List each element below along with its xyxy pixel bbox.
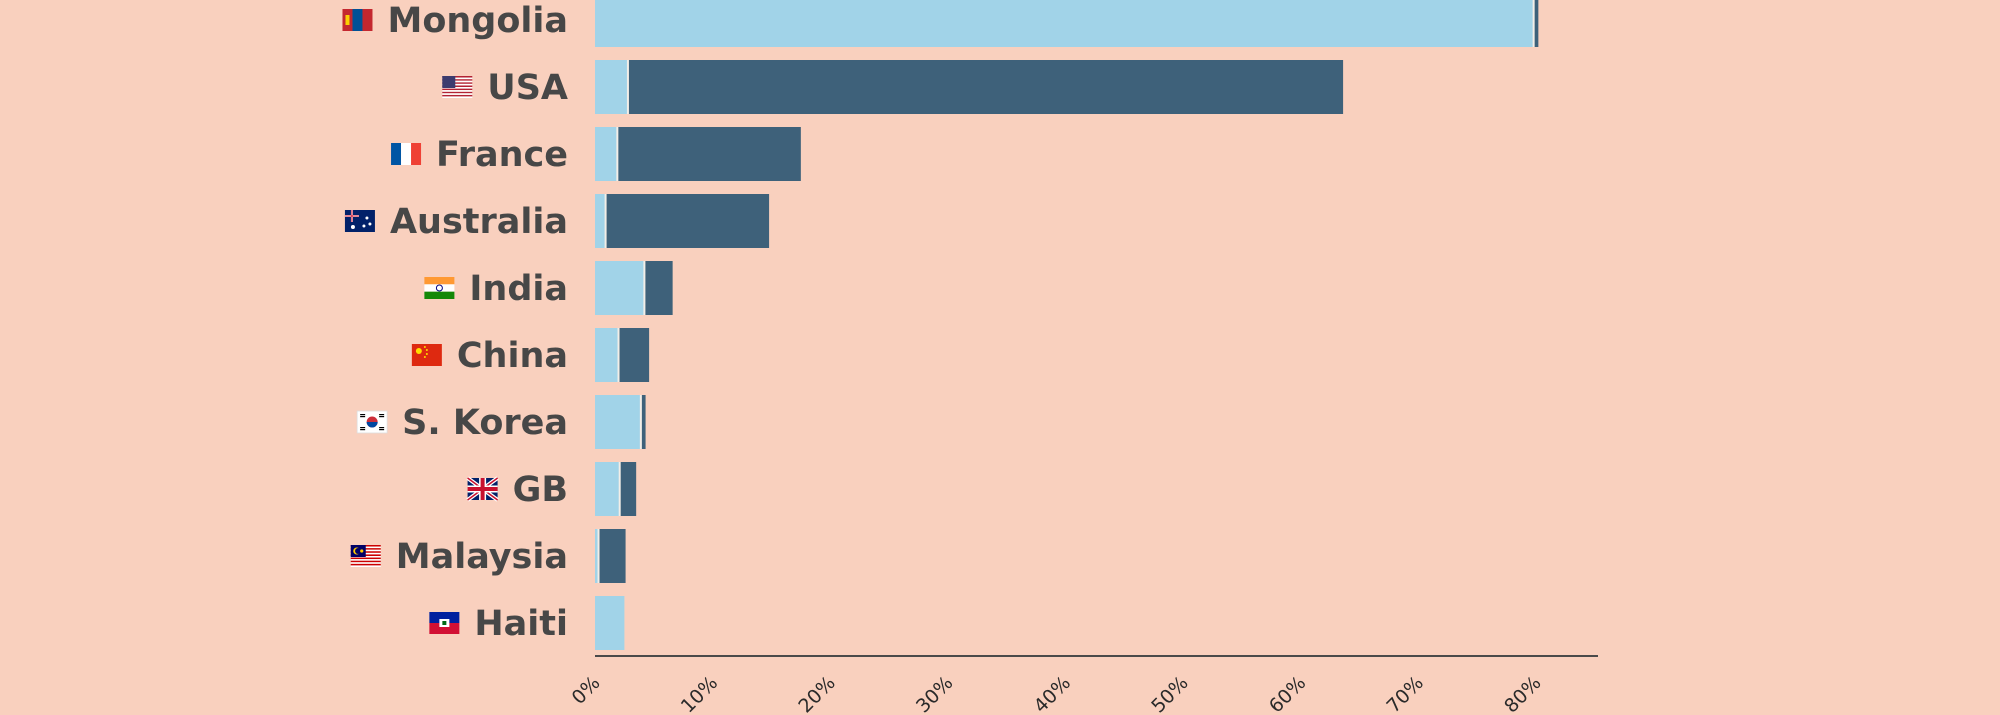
bar-segment-light xyxy=(595,127,618,181)
bar-segment-dark xyxy=(1533,0,1539,47)
flag-india-icon xyxy=(424,277,455,299)
bar-segment-light xyxy=(595,60,628,114)
bar-segment-light xyxy=(595,0,1534,47)
x-tick-label: 80% xyxy=(1500,672,1545,715)
bar-segment-divider xyxy=(643,261,646,315)
bar-segment-light xyxy=(595,194,606,248)
bar-segment-light xyxy=(595,529,599,583)
bar-segment-dark xyxy=(617,127,801,181)
bar-segment-divider xyxy=(639,395,642,449)
bar-segment-divider xyxy=(618,462,621,516)
bar-segment-light xyxy=(595,462,620,516)
country-label: Malaysia xyxy=(396,537,568,577)
bar-segment-dark xyxy=(627,60,1344,114)
x-tick-labels-group: 0% 10% 20% 30% 40% 50% 60% 70% 80% xyxy=(568,672,1546,715)
country-label: USA xyxy=(487,68,568,108)
flag-usa-icon xyxy=(442,76,473,98)
bar-segment-dark xyxy=(598,529,626,583)
flag-south-korea-icon xyxy=(356,410,388,434)
x-tick-label: 60% xyxy=(1265,672,1310,715)
flag-haiti-icon xyxy=(429,612,460,634)
bar-segment-light xyxy=(595,328,619,382)
bar-segment-light xyxy=(595,596,625,650)
x-tick-label: 50% xyxy=(1147,672,1192,715)
bar-segment-light xyxy=(595,261,645,315)
country-label: Australia xyxy=(390,202,568,242)
x-tick-label: 0% xyxy=(568,672,605,709)
bar-segment-dark xyxy=(640,395,646,449)
bar-segment-dark xyxy=(644,261,673,315)
x-tick-label: 70% xyxy=(1382,672,1427,715)
country-label: GB xyxy=(513,470,568,510)
bars-group xyxy=(595,0,1539,650)
country-label: Haiti xyxy=(474,604,568,644)
country-label: S. Korea xyxy=(402,403,568,443)
bar-segment-divider xyxy=(1532,0,1535,47)
country-label: India xyxy=(469,269,568,309)
bar-segment-divider xyxy=(616,127,619,181)
flag-france-icon xyxy=(391,143,422,165)
bar-segment-divider xyxy=(626,60,629,114)
bar-segment-divider xyxy=(604,194,607,248)
x-tick-label: 30% xyxy=(912,672,957,715)
x-tick-label: 40% xyxy=(1030,672,1075,715)
country-label: China xyxy=(457,336,568,376)
x-tick-label: 10% xyxy=(677,672,722,715)
bar-segment-light xyxy=(595,395,641,449)
flag-gb-icon xyxy=(466,476,499,502)
country-label: France xyxy=(436,135,568,175)
country-label: Mongolia xyxy=(387,1,568,41)
flag-australia-icon xyxy=(344,210,375,232)
flag-malaysia-icon xyxy=(350,545,381,567)
flag-mongolia-icon xyxy=(342,9,373,31)
flag-china-icon xyxy=(411,344,442,366)
flags-group xyxy=(342,9,499,634)
bar-segment-dark xyxy=(605,194,770,248)
bar-segment-divider xyxy=(617,328,620,382)
country-labels-group: Mongolia USA France Australia India China S. K… xyxy=(387,1,568,644)
x-tick-label: 20% xyxy=(794,672,839,715)
bar-segment-dark xyxy=(619,462,637,516)
bar-segment-divider xyxy=(597,529,600,583)
bar-segment-dark xyxy=(618,328,650,382)
